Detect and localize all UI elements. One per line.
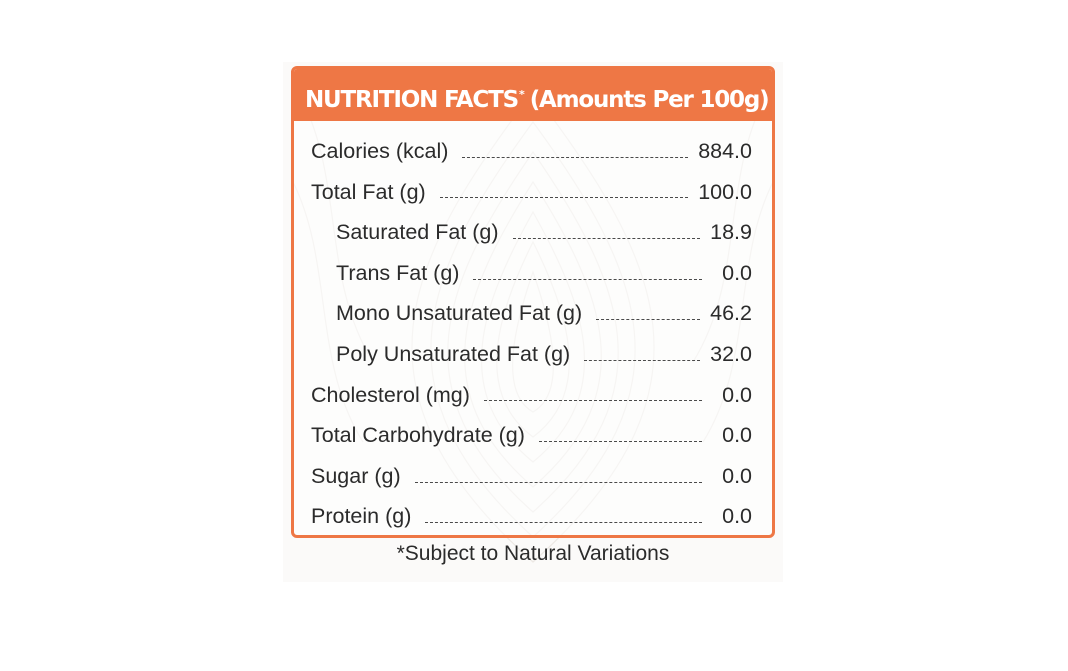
dotted-leader <box>462 156 689 158</box>
footnote: *Subject to Natural Variations <box>396 542 670 565</box>
nutrient-value: 18.9 <box>710 220 752 245</box>
nutrient-value: 0.0 <box>722 463 752 488</box>
nutrient-row-sugar: Sugar (g) 0.0 <box>294 456 772 497</box>
nutrient-label: Protein (g) <box>311 504 412 529</box>
nutrient-row-protein: Protein (g) 0.0 <box>294 496 772 535</box>
nutrient-label: Trans Fat (g) <box>336 260 460 285</box>
nutrient-value: 0.0 <box>722 260 752 285</box>
nutrient-label: Cholesterol (mg) <box>311 382 470 407</box>
nutrition-facts-panel: NUTRITION FACTS* (Amounts Per 100g) Calor… <box>291 66 775 538</box>
nutrient-value: 0.0 <box>722 504 752 529</box>
nutrient-row-total-carbohydrate: Total Carbohydrate (g) 0.0 <box>294 415 772 456</box>
dotted-leader <box>483 400 702 402</box>
panel-header: NUTRITION FACTS* (Amounts Per 100g) <box>294 69 772 121</box>
header-title: NUTRITION FACTS <box>305 87 519 113</box>
dotted-leader <box>473 278 702 280</box>
nutrient-value: 0.0 <box>722 423 752 448</box>
dotted-leader <box>414 481 702 483</box>
nutrient-list: Calories (kcal) 884.0 Total Fat (g) 100.… <box>294 121 772 535</box>
nutrient-row-calories: Calories (kcal) 884.0 <box>294 131 772 172</box>
dotted-leader <box>425 522 702 524</box>
nutrient-label: Total Carbohydrate (g) <box>311 423 525 448</box>
nutrient-value: 0.0 <box>722 382 752 407</box>
nutrient-row-poly-unsaturated-fat: Poly Unsaturated Fat (g) 32.0 <box>294 334 772 375</box>
nutrient-row-saturated-fat: Saturated Fat (g) 18.9 <box>294 212 772 253</box>
dotted-leader <box>538 440 702 442</box>
dotted-leader <box>512 237 701 239</box>
nutrient-row-trans-fat: Trans Fat (g) 0.0 <box>294 253 772 294</box>
dotted-leader <box>584 359 701 361</box>
nutrient-label: Total Fat (g) <box>311 179 426 204</box>
nutrient-value: 32.0 <box>710 341 752 366</box>
nutrient-label: Calories (kcal) <box>311 139 449 163</box>
nutrient-row-total-fat: Total Fat (g) 100.0 <box>294 172 772 213</box>
dotted-leader <box>596 319 701 321</box>
nutrient-label: Saturated Fat (g) <box>336 220 499 245</box>
nutrient-row-cholesterol: Cholesterol (mg) 0.0 <box>294 375 772 416</box>
nutrient-value: 100.0 <box>698 179 752 204</box>
header-asterisk: * <box>518 88 525 101</box>
nutrient-row-mono-unsaturated-fat: Mono Unsaturated Fat (g) 46.2 <box>294 293 772 334</box>
nutrient-value: 884.0 <box>698 139 752 163</box>
nutrient-label: Poly Unsaturated Fat (g) <box>336 341 571 366</box>
nutrient-value: 46.2 <box>710 301 752 326</box>
header-subtitle: (Amounts Per 100g) <box>529 87 770 113</box>
dotted-leader <box>439 197 689 199</box>
nutrient-label: Mono Unsaturated Fat (g) <box>336 301 583 326</box>
nutrient-label: Sugar (g) <box>311 463 401 488</box>
